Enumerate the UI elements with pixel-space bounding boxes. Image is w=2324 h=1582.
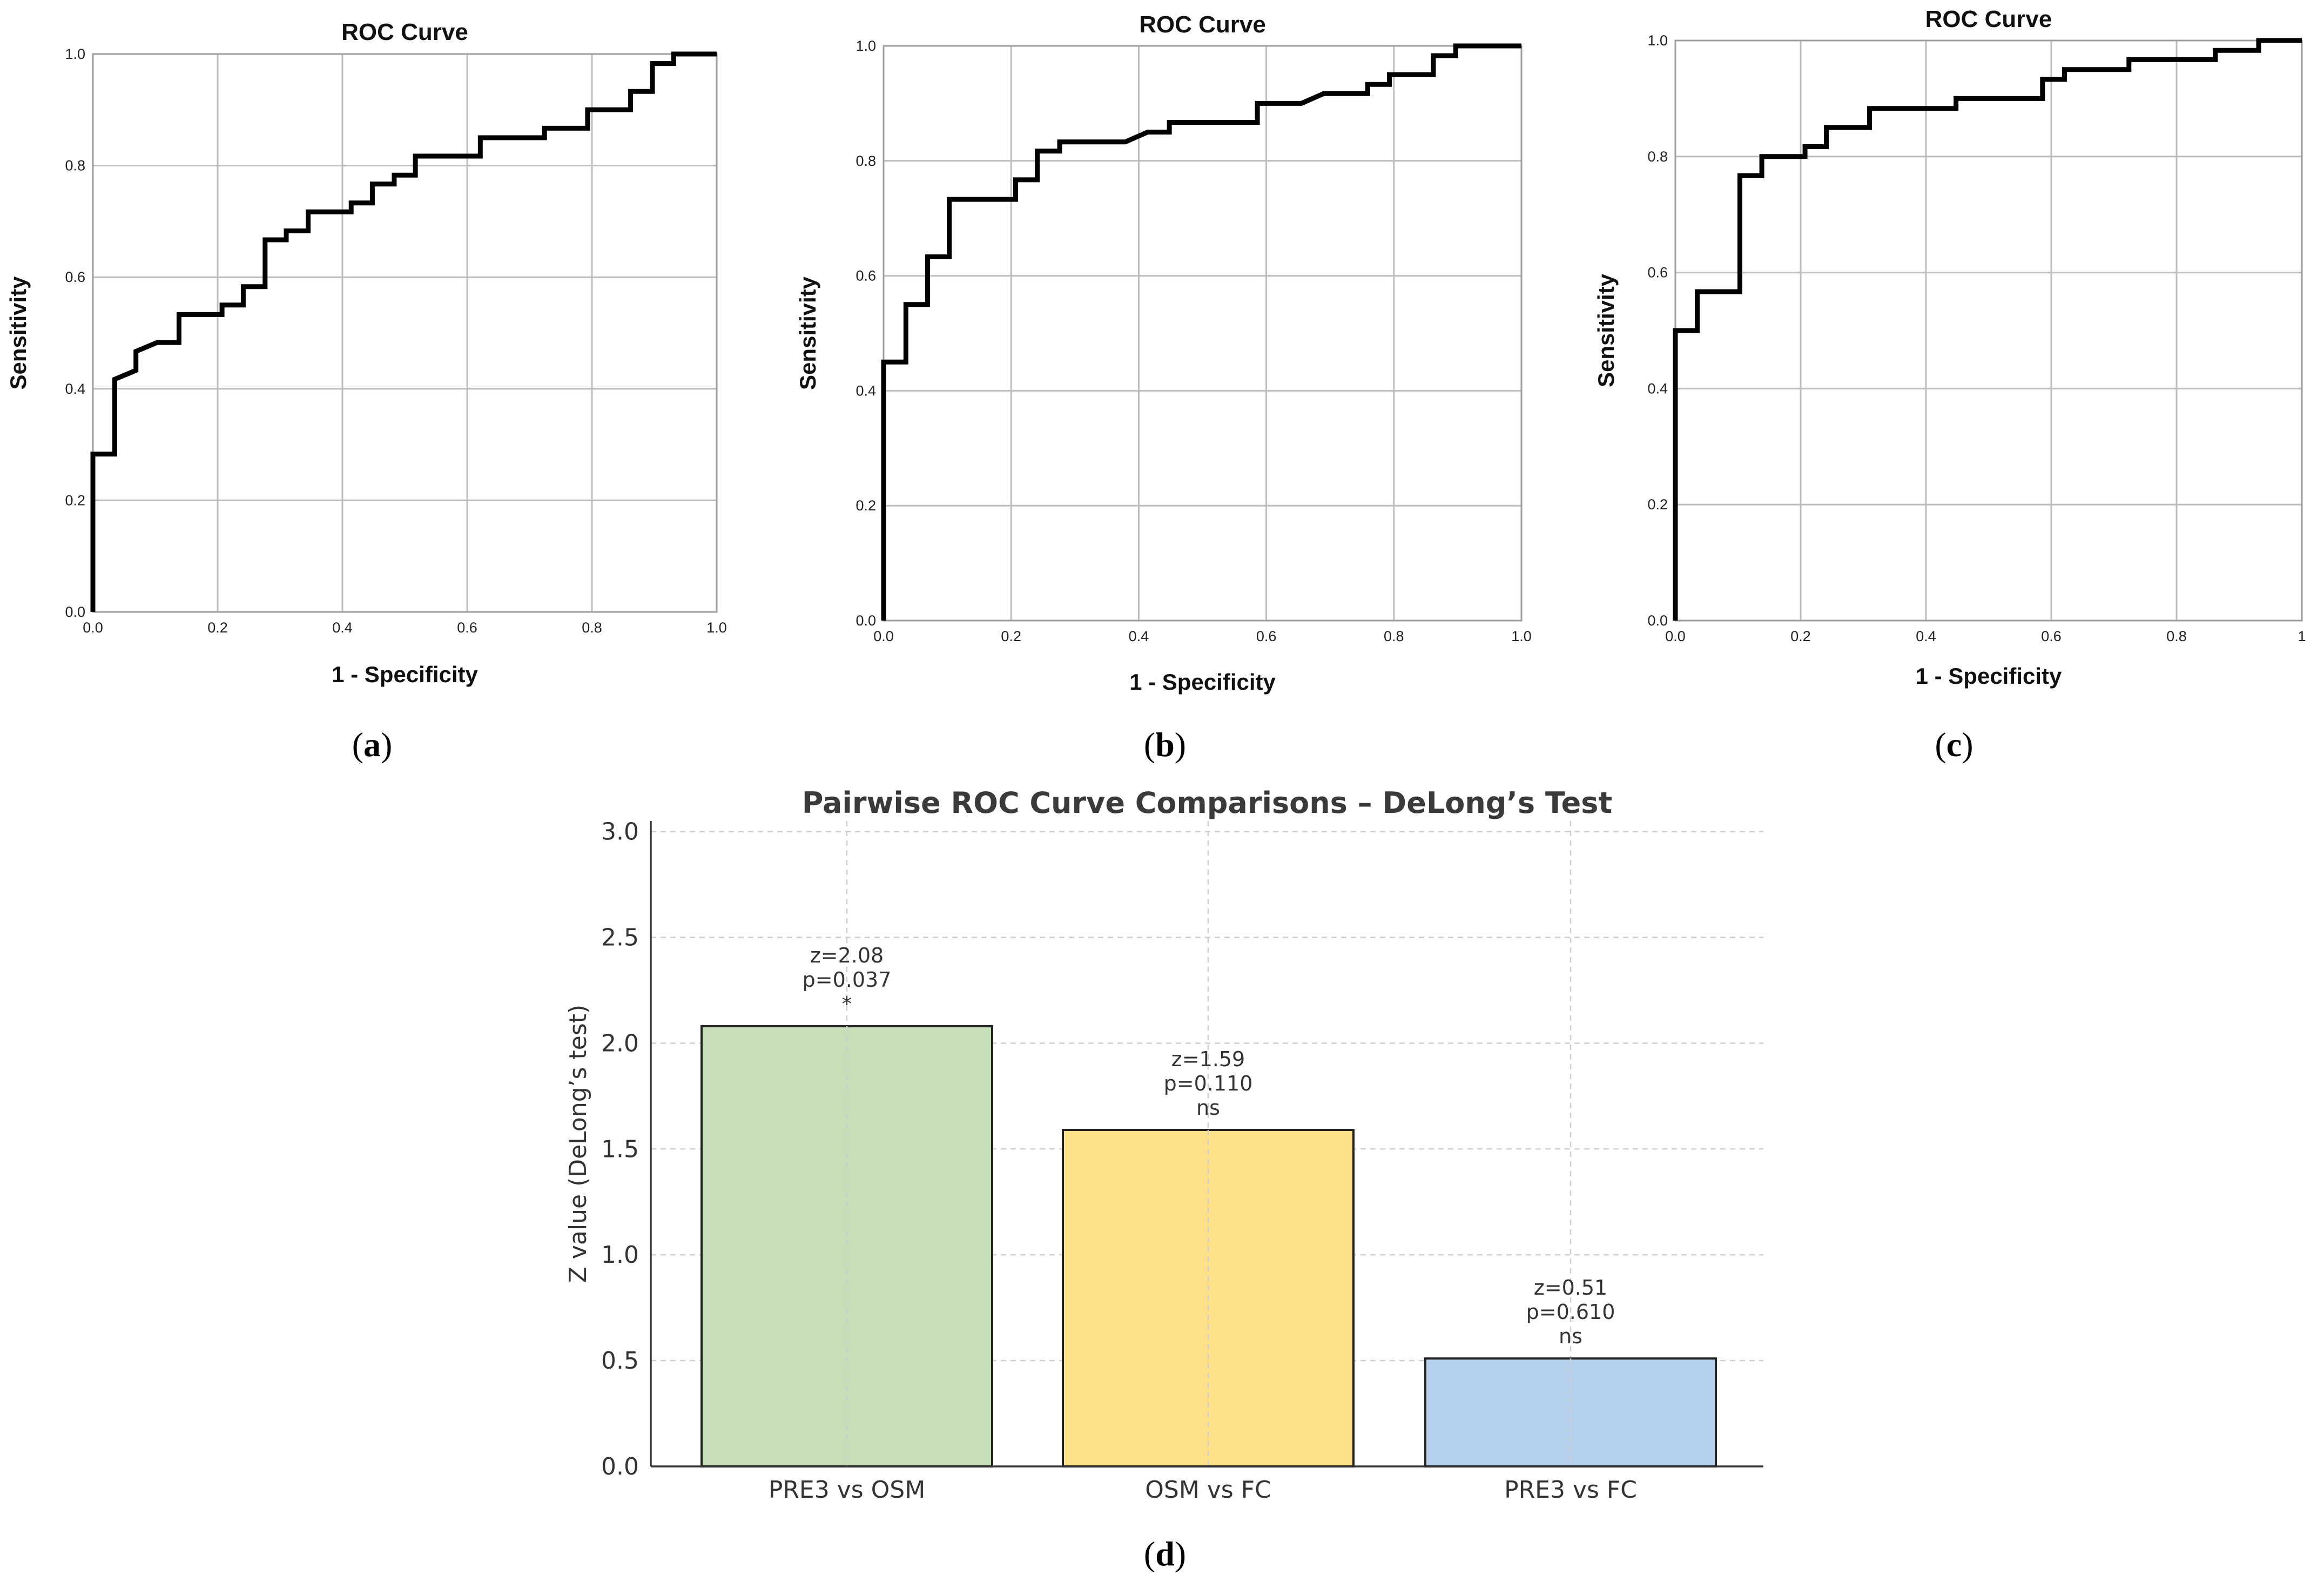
y-axis-label: Sensitivity — [1593, 273, 1619, 387]
y-axis-label: Sensitivity — [5, 276, 31, 390]
panel-label-open: ( — [1144, 725, 1155, 764]
roc-curve-line — [90, 51, 717, 612]
panel-label-close: ) — [1175, 725, 1186, 764]
x-tick-label: 1.0 — [1511, 628, 1532, 644]
x-tick-label: 0.0 — [873, 628, 894, 644]
x-tick-label: 0.8 — [1384, 628, 1404, 644]
chart-title: ROC Curve — [1925, 6, 2052, 32]
plot-frame — [883, 45, 1523, 622]
y-tick-label: 0.0 — [601, 1453, 639, 1480]
bar-chart: 0.0 0.5 1.0 1.5 2.0 2.5 3.0 z=2.08p=0.037* PRE3 … — [564, 786, 1763, 1504]
chart-title: Pairwise ROC Curve Comparisons – DeLong’… — [802, 786, 1612, 820]
panel-label-letter: c — [1946, 725, 1962, 764]
y-tick-label: 1.0 — [1647, 32, 1668, 49]
x-tick-label: 0.8 — [582, 620, 602, 636]
plot-frame — [92, 53, 718, 613]
y-tick-label: 0.8 — [855, 153, 876, 169]
panel-label-b: (b) — [1144, 725, 1186, 764]
panel-label-open: ( — [1144, 1534, 1155, 1573]
bar-annotation-p: p=0.110 — [1164, 1072, 1253, 1095]
bar-annotation-p: p=0.610 — [1526, 1300, 1615, 1324]
panel-label-open: ( — [352, 725, 363, 764]
y-tick-label: 0.2 — [65, 492, 85, 508]
x-tick-label: 0.0 — [83, 620, 103, 636]
x-tick-label: 0.2 — [1790, 628, 1811, 644]
roc-curve-line — [1673, 38, 2302, 621]
x-tick-label: 0.8 — [2166, 628, 2187, 644]
y-tick-label: 2.0 — [601, 1029, 639, 1057]
x-tick-label: 0.6 — [457, 620, 477, 636]
y-tick-label: 0.6 — [1647, 265, 1668, 281]
y-tick-label: 1.5 — [601, 1135, 639, 1163]
y-tick-label: 1.0 — [601, 1241, 639, 1269]
y-tick-label: 0.4 — [855, 382, 876, 399]
panel-label-close: ) — [1962, 725, 1973, 764]
x-tick-label: 0.2 — [207, 620, 228, 636]
x-tick-label: 0.2 — [1001, 628, 1021, 644]
x-tick-label: PRE3 vs OSM — [769, 1476, 925, 1504]
y-tick-label: 2.5 — [601, 924, 639, 951]
x-tick-label: 1.0 — [706, 620, 727, 636]
y-tick-label: 0.0 — [65, 604, 85, 620]
panel-label-close: ) — [1175, 1534, 1186, 1573]
chart-title: ROC Curve — [341, 19, 468, 45]
y-tick-label: 0.2 — [855, 497, 876, 514]
y-tick-label: 1.0 — [855, 38, 876, 54]
panel-label-open: ( — [1935, 725, 1946, 764]
x-tick-label: 0.6 — [1256, 628, 1277, 644]
x-tick-label: 0.0 — [1665, 628, 1686, 644]
x-axis-label: 1 - Specificity — [1916, 663, 2062, 689]
roc-chart-2: 0.0 0.2 0.4 0.6 0.8 1.0 0.0 0.2 0.4 0.6 0.8 1.0 ROC … — [795, 11, 1532, 695]
bar-annotation-z: z=1.59 — [1171, 1047, 1245, 1071]
bar-annotation-sig: ns — [1196, 1096, 1220, 1120]
roc-curve-line — [881, 43, 1521, 621]
roc-chart-1: 0.0 0.2 0.4 0.6 0.8 1.0 0.0 0.2 0.4 0.6 0.8 1.0 ROC … — [5, 19, 727, 687]
panel-label-letter: b — [1155, 725, 1175, 764]
y-tick-label: 0.2 — [1647, 496, 1668, 513]
x-tick-label: OSM vs FC — [1145, 1476, 1271, 1504]
y-tick-label: 0.4 — [65, 381, 85, 397]
x-tick-label: PRE3 vs FC — [1504, 1476, 1637, 1504]
x-tick-label: 0.4 — [332, 620, 353, 636]
bar-annotation-p: p=0.037 — [803, 968, 892, 992]
y-tick-label: 0.6 — [65, 269, 85, 285]
y-tick-label: 0.6 — [855, 268, 876, 284]
bar-annotation-z: z=2.08 — [810, 944, 884, 967]
y-tick-label: 0.0 — [855, 612, 876, 629]
bar-annotation-sig: ns — [1559, 1324, 1582, 1348]
panel-label-letter: d — [1155, 1534, 1175, 1573]
panel-label-close: ) — [381, 725, 392, 764]
panel-label-d: (d) — [1144, 1534, 1186, 1573]
y-tick-label: 0.4 — [1647, 380, 1668, 396]
y-tick-label: 1.0 — [65, 46, 85, 62]
bar-annotation-z: z=0.51 — [1534, 1276, 1607, 1300]
roc-chart-3: 0.0 0.2 0.4 0.6 0.8 1 0.0 0.2 0.4 0.6 0.8 1.0 ROC Cu… — [1593, 6, 2306, 689]
panel-label-c: (c) — [1935, 725, 1973, 764]
chart-title: ROC Curve — [1139, 11, 1266, 38]
x-tick-label: 0.6 — [2041, 628, 2062, 644]
x-tick-label: 1 — [2298, 628, 2306, 644]
x-axis-label: 1 - Specificity — [332, 662, 478, 687]
y-tick-label: 0.8 — [1647, 149, 1668, 165]
y-tick-label: 0.0 — [1647, 612, 1668, 629]
plot-frame — [1674, 39, 2303, 622]
x-tick-label: 0.4 — [1916, 628, 1936, 644]
y-tick-label: 0.5 — [601, 1347, 639, 1375]
x-tick-label: 0.4 — [1129, 628, 1149, 644]
y-tick-label: 3.0 — [601, 818, 639, 846]
panel-label-a: (a) — [352, 725, 393, 764]
y-axis-label: Sensitivity — [795, 276, 820, 390]
y-axis-label: Z value (DeLong’s test) — [564, 1005, 592, 1283]
x-axis-label: 1 - Specificity — [1129, 669, 1276, 695]
panel-label-letter: a — [363, 725, 381, 764]
y-tick-label: 0.8 — [65, 158, 85, 174]
bar-annotation-sig: * — [842, 992, 852, 1016]
